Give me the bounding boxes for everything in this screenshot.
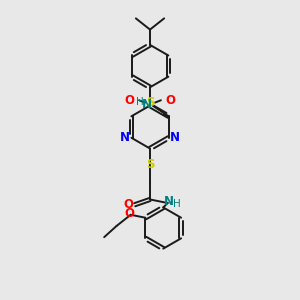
Text: O: O [124,94,134,107]
Text: N: N [120,131,130,144]
Text: N: N [164,195,174,208]
Text: O: O [124,207,134,220]
Text: N: N [170,131,180,144]
Text: O: O [123,198,133,211]
Text: H: H [136,97,144,106]
Text: H: H [173,199,181,209]
Text: O: O [166,94,176,107]
Text: S: S [146,96,154,109]
Text: N: N [142,98,152,111]
Text: S: S [146,158,154,171]
